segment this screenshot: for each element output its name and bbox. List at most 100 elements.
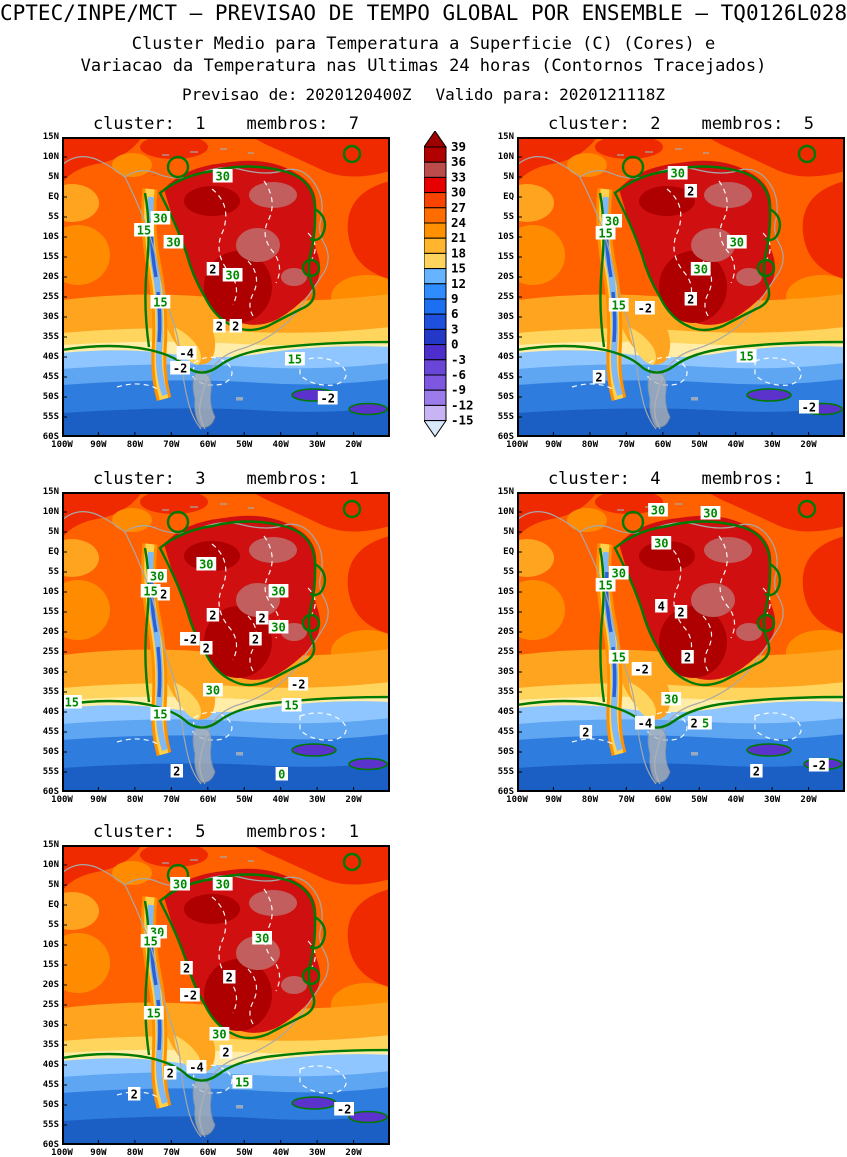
lat-label: 45S — [42, 727, 59, 737]
forecast-line: Previsao de: 2020120400Z Valido para: 20201… — [0, 85, 847, 104]
lon-label: 30W — [763, 795, 781, 805]
svg-text:30: 30 — [173, 878, 187, 892]
contour-label: 2 — [200, 641, 213, 656]
contour-label: 2 — [219, 1045, 233, 1060]
contour-label: 2 — [206, 262, 220, 277]
svg-text:30: 30 — [212, 1028, 226, 1042]
lon-label: 40W — [272, 440, 289, 450]
svg-text:30: 30 — [605, 215, 619, 229]
svg-text:2: 2 — [684, 651, 691, 665]
contour-label: 15 — [736, 349, 757, 364]
lon-label: 50W — [236, 795, 253, 805]
svg-text:-4: -4 — [638, 717, 652, 731]
contour-label: 2 — [223, 970, 236, 985]
lat-label: 60S — [497, 432, 514, 442]
lon-label: 80W — [581, 795, 598, 805]
map-cluster-3: 30 30 30 30 30 15 15 15 15 0 2 2 2 2 -2 2 -2 2 — [62, 492, 390, 792]
lon-label: 100W — [51, 440, 73, 450]
contour-label: -2 — [334, 1102, 354, 1117]
svg-text:-2: -2 — [812, 759, 826, 773]
lat-label: 15N — [497, 132, 514, 142]
contour-label: 30 — [690, 262, 711, 277]
lat-label: 15S — [42, 960, 59, 970]
lat-label: 30S — [497, 312, 514, 322]
svg-text:30: 30 — [664, 693, 678, 707]
lon-label: 40W — [727, 440, 744, 450]
lat-label: 20S — [42, 272, 59, 282]
svg-text:15: 15 — [598, 227, 612, 241]
contour-label: 15 — [134, 223, 154, 238]
contour-label: 15 — [285, 352, 305, 367]
colorbar-tick-label: -12 — [451, 397, 474, 412]
contour-label: 30 — [222, 268, 243, 283]
contour-label: 15 — [595, 226, 616, 241]
colorbar-tick-label: 9 — [451, 291, 459, 306]
contour-label: -2 — [180, 988, 200, 1003]
contour-label: 30 — [150, 211, 171, 226]
contour-label: 30 — [700, 506, 721, 521]
svg-text:30: 30 — [166, 236, 180, 250]
lat-label: 50S — [42, 747, 59, 757]
contour-label: 2 — [579, 725, 593, 740]
contour-label: 2 — [750, 764, 763, 779]
lon-label: 20W — [345, 795, 362, 805]
svg-text:-4: -4 — [189, 1061, 203, 1075]
contour-label: 30 — [268, 620, 289, 635]
lon-label: 60W — [199, 795, 216, 805]
svg-text:-2: -2 — [634, 663, 648, 677]
lat-label: 35S — [42, 332, 59, 342]
svg-text:2: 2 — [677, 606, 684, 620]
contour-label: 15 — [608, 650, 629, 665]
lat-label: 50S — [497, 392, 514, 402]
contour-label: 2 — [180, 961, 193, 976]
lon-label: 60W — [199, 440, 216, 450]
lat-label: 5N — [48, 527, 59, 537]
lat-label: 35S — [497, 332, 514, 342]
lon-label: 30W — [308, 440, 326, 450]
lon-label: 90W — [90, 1148, 107, 1157]
svg-text:2: 2 — [687, 185, 694, 199]
lon-label: 90W — [545, 440, 562, 450]
contour-label: 2 — [684, 184, 697, 199]
lat-label: 45S — [497, 727, 514, 737]
svg-text:4: 4 — [658, 600, 665, 614]
contour-label: 15 — [62, 695, 82, 710]
svg-text:2: 2 — [582, 726, 589, 740]
svg-text:-2: -2 — [291, 678, 305, 692]
contour-label: -2 — [288, 677, 309, 692]
lon-label: 80W — [581, 440, 598, 450]
svg-text:15: 15 — [611, 299, 625, 313]
svg-text:-2: -2 — [337, 1103, 351, 1117]
lat-label: 30S — [42, 667, 59, 677]
lat-label: 45S — [42, 1080, 59, 1090]
lat-label: 10S — [42, 232, 59, 242]
contour-label: 15 — [140, 934, 161, 949]
contour-label: -2 — [180, 632, 200, 647]
colorbar-tick-label: 18 — [451, 245, 466, 260]
svg-text:30: 30 — [703, 507, 717, 521]
lat-label: 5N — [48, 172, 59, 182]
contour-label: 15 — [595, 578, 616, 593]
lon-label: 80W — [126, 795, 143, 805]
lat-label: 60S — [42, 432, 59, 442]
panel-title-cluster-1: cluster: 1 membros: 7 — [92, 114, 360, 134]
svg-text:30: 30 — [153, 212, 167, 226]
svg-text:5: 5 — [702, 717, 709, 731]
svg-text:-2: -2 — [638, 302, 652, 316]
svg-text:30: 30 — [199, 558, 213, 572]
colorbar-tick-label: 15 — [451, 261, 466, 276]
lat-label: 30S — [497, 667, 514, 677]
lon-label: 20W — [345, 440, 362, 450]
svg-text:30: 30 — [150, 570, 164, 584]
contour-label: 2 — [157, 587, 170, 602]
lat-label: 35S — [42, 687, 59, 697]
contour-label: 15 — [281, 698, 302, 713]
lat-label: 60S — [42, 1140, 59, 1150]
contour-label: 5 — [699, 716, 712, 731]
lon-label: 60W — [654, 440, 671, 450]
svg-text:30: 30 — [206, 684, 220, 698]
svg-text:30: 30 — [730, 236, 744, 250]
